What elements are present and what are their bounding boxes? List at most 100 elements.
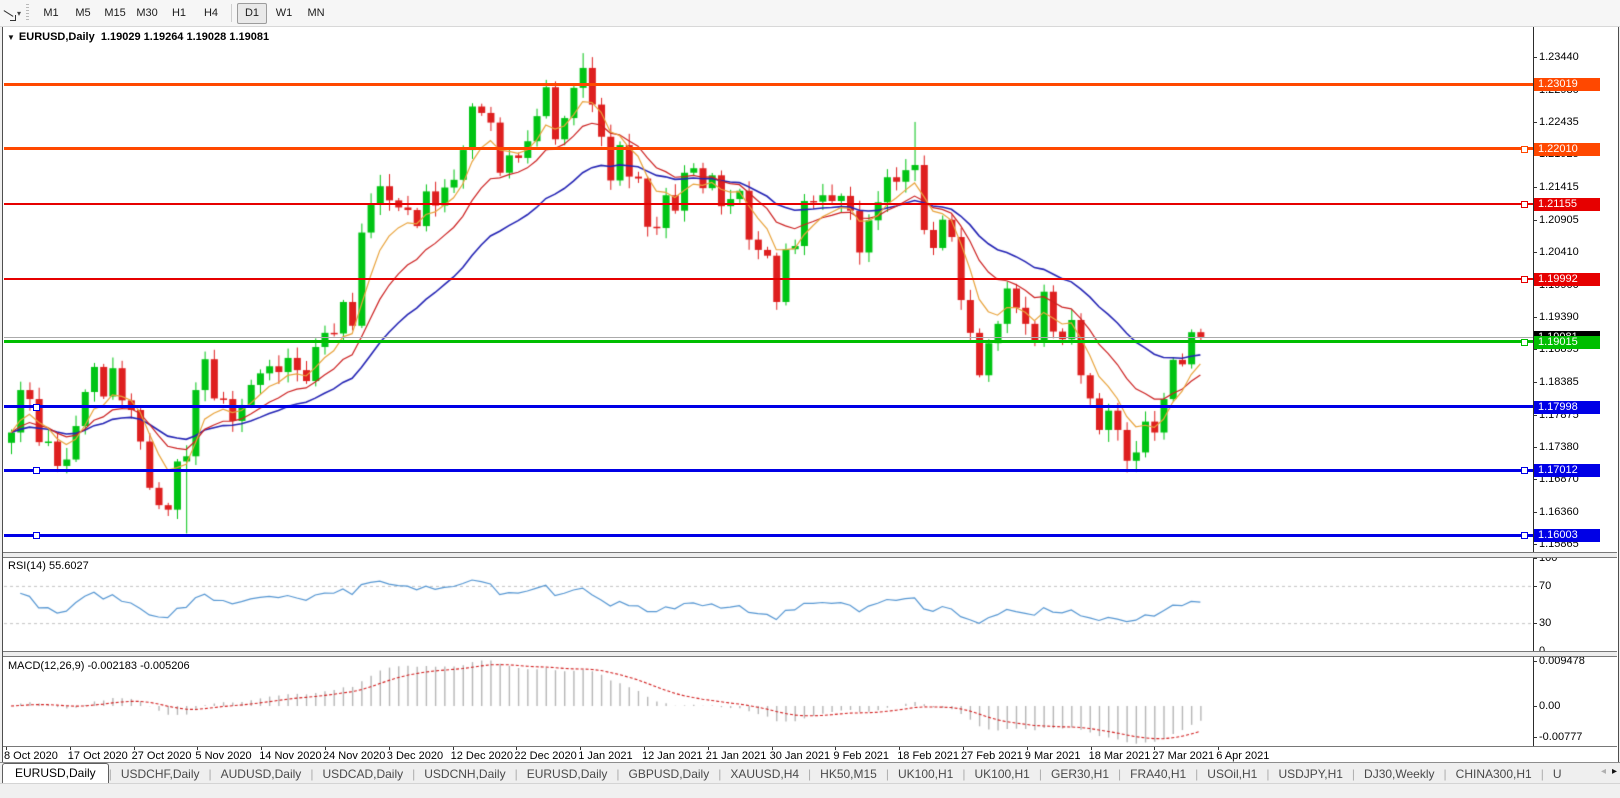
hline-handle-left[interactable] (33, 532, 40, 539)
rsi-axis-tick: 30 (1532, 617, 1552, 630)
tab-usdcad-daily[interactable]: USDCAD,Daily (322, 767, 404, 781)
tab-usdchf-daily[interactable]: USDCHF,Daily (120, 767, 200, 781)
tab-xauusd-h4[interactable]: XAUUSD,H4 (730, 767, 800, 781)
hline-price-label: 1.17012 (1534, 464, 1600, 478)
macd-indicator-label: MACD(12,26,9) -0.002183 -0.005206 (8, 660, 190, 672)
date-axis-tick (516, 747, 518, 750)
status-bar (0, 783, 1620, 798)
tab-uk100-h1[interactable]: UK100,H1 (897, 767, 954, 781)
date-axis-tick (6, 747, 7, 750)
timeframe-button-h4[interactable]: H4 (203, 6, 219, 19)
timeframe-buttons: M1 M5 M15 M30 H1 H4 D1 W1 MN (35, 2, 332, 24)
symbol-period-label: EURUSD,Daily (18, 31, 95, 43)
price-axis-tick: 1.22435 (1533, 115, 1579, 128)
hline-handle-right[interactable] (1521, 339, 1528, 346)
tab-scroll-arrows: ◂ ▸ (1601, 766, 1617, 777)
timeframe-button-m1[interactable]: M1 (43, 6, 59, 19)
tab-dj30-weekly[interactable]: DJ30,Weekly (1364, 767, 1435, 781)
tab-separator: | (718, 766, 722, 781)
chart-tab-bar: EURUSD,Daily | USDCHF,Daily | AUDUSD,Daily | U… (0, 762, 1620, 784)
hline-1.17998[interactable] (4, 405, 1533, 408)
macd-pane-bottom-border (3, 746, 1617, 747)
hline-price-label: 1.17998 (1534, 400, 1600, 414)
timeframe-button-m5[interactable]: M5 (75, 6, 91, 19)
date-axis-tick (580, 747, 582, 750)
tab-usdcnh-daily[interactable]: USDCNH,Daily (424, 767, 506, 781)
hline-1.16003[interactable] (4, 534, 1533, 537)
tool-dropdown-arrow-icon[interactable]: ▾ (17, 8, 22, 18)
tab-eurusd-daily[interactable]: EURUSD,Daily (526, 767, 608, 781)
price-axis-tick: 1.23440 (1533, 51, 1579, 63)
tab-eurusd-daily[interactable]: EURUSD,Daily (2, 763, 109, 784)
date-axis-tick (197, 747, 199, 750)
top-toolbar: ▾ M1 M5 M15 M30 H1 H4 D1 W1 MN (0, 0, 1620, 27)
tab-uk100-h1[interactable]: UK100,H1 (974, 767, 1030, 781)
hline-1.23019[interactable] (4, 83, 1533, 86)
tab-audusd-daily[interactable]: AUDUSD,Daily (220, 767, 302, 781)
timeframe-button-d1[interactable]: D1 (237, 2, 268, 24)
tab-ger30-h1[interactable]: GER30,H1 (1050, 767, 1110, 781)
price-axis-tick: 1.17380 (1533, 440, 1579, 453)
timeframe-button-mn[interactable]: MN (307, 6, 325, 19)
tab-separator: | (1443, 766, 1447, 781)
price-axis-tick: 1.16360 (1533, 506, 1579, 519)
tab-hk50-m15[interactable]: HK50,M15 (820, 767, 877, 781)
tab-scroll-left-icon[interactable]: ◂ (1600, 766, 1606, 777)
tab-separator: | (1195, 766, 1199, 781)
tab-china300-h1[interactable]: CHINA300,H1 (1455, 767, 1532, 781)
date-axis-label: 14 Nov 2020 (259, 750, 322, 762)
date-axis-tick (388, 747, 390, 750)
timeframe-button-w1[interactable]: W1 (275, 6, 293, 19)
date-axis-label: 9 Feb 2021 (833, 750, 890, 762)
pane-splitter-rsi-macd[interactable] (3, 651, 1617, 657)
hline-price-label: 1.21155 (1534, 197, 1600, 211)
macd-axis-tick: 0.00 (1532, 700, 1561, 712)
hline-handle-left[interactable] (33, 404, 40, 411)
date-axis-label: 9 Mar 2021 (1024, 750, 1081, 762)
hline-1.19015[interactable] (4, 340, 1533, 343)
date-axis-label: 3 Dec 2020 (386, 750, 444, 762)
hline-1.19992[interactable] (4, 278, 1533, 280)
hline-handle-right[interactable] (1521, 201, 1528, 208)
date-axis-tick (452, 747, 454, 750)
hline-handle-right[interactable] (1521, 146, 1528, 153)
price-axis-tick: 1.19390 (1533, 311, 1579, 324)
hline-price-label: 1.16003 (1534, 529, 1600, 543)
tab-usoil-h1[interactable]: USOil,H1 (1207, 767, 1258, 781)
date-axis-label: 22 Dec 2020 (514, 750, 577, 762)
timeframe-button-m15[interactable]: M15 (104, 6, 126, 19)
date-axis-label: 27 Feb 2021 (961, 750, 1023, 762)
tab-usdjpy-h1[interactable]: USDJPY,H1 (1278, 767, 1343, 781)
tab-separator: | (108, 766, 112, 781)
hline-handle-left[interactable] (33, 467, 40, 474)
timeframe-button-m30[interactable]: M30 (136, 6, 158, 19)
toolbar-group-separator (231, 4, 233, 22)
hline-handle-right[interactable] (1521, 276, 1528, 283)
hline-price-label: 1.19015 (1534, 335, 1600, 349)
pane-splitter-main-rsi[interactable] (3, 552, 1617, 558)
title-collapse-icon[interactable]: ▼ (7, 33, 15, 42)
date-axis-label: 1 Jan 2021 (578, 750, 633, 762)
tab-u[interactable]: U (1552, 767, 1562, 781)
date-axis-tick (133, 747, 135, 750)
date-axis-label: 5 Nov 2020 (195, 750, 252, 762)
bid-line (4, 337, 1533, 338)
hline-handle-right[interactable] (1521, 467, 1528, 474)
tab-separator: | (208, 766, 212, 781)
toolbar-grip[interactable] (26, 4, 30, 22)
tab-gbpusd-daily[interactable]: GBPUSD,Daily (628, 767, 710, 781)
tab-separator: | (1540, 766, 1544, 781)
rsi-axis-tick: 70 (1532, 579, 1552, 592)
hline-handle-right[interactable] (1521, 532, 1528, 539)
hline-1.17012[interactable] (4, 469, 1533, 472)
timeframe-button-h1[interactable]: H1 (171, 6, 187, 19)
tab-scroll-right-icon[interactable]: ▸ (1611, 766, 1617, 777)
price-axis-tick: 1.21415 (1533, 181, 1579, 194)
ohlc-values: 1.19029 1.19264 1.19028 1.19081 (100, 31, 270, 43)
tab-fra40-h1[interactable]: FRA40,H1 (1130, 767, 1187, 781)
crosshair-cursor-icon[interactable] (2, 7, 16, 21)
tab-separator: | (1118, 766, 1122, 781)
hline-1.22010[interactable] (4, 147, 1533, 150)
hline-1.21155[interactable] (4, 203, 1533, 205)
